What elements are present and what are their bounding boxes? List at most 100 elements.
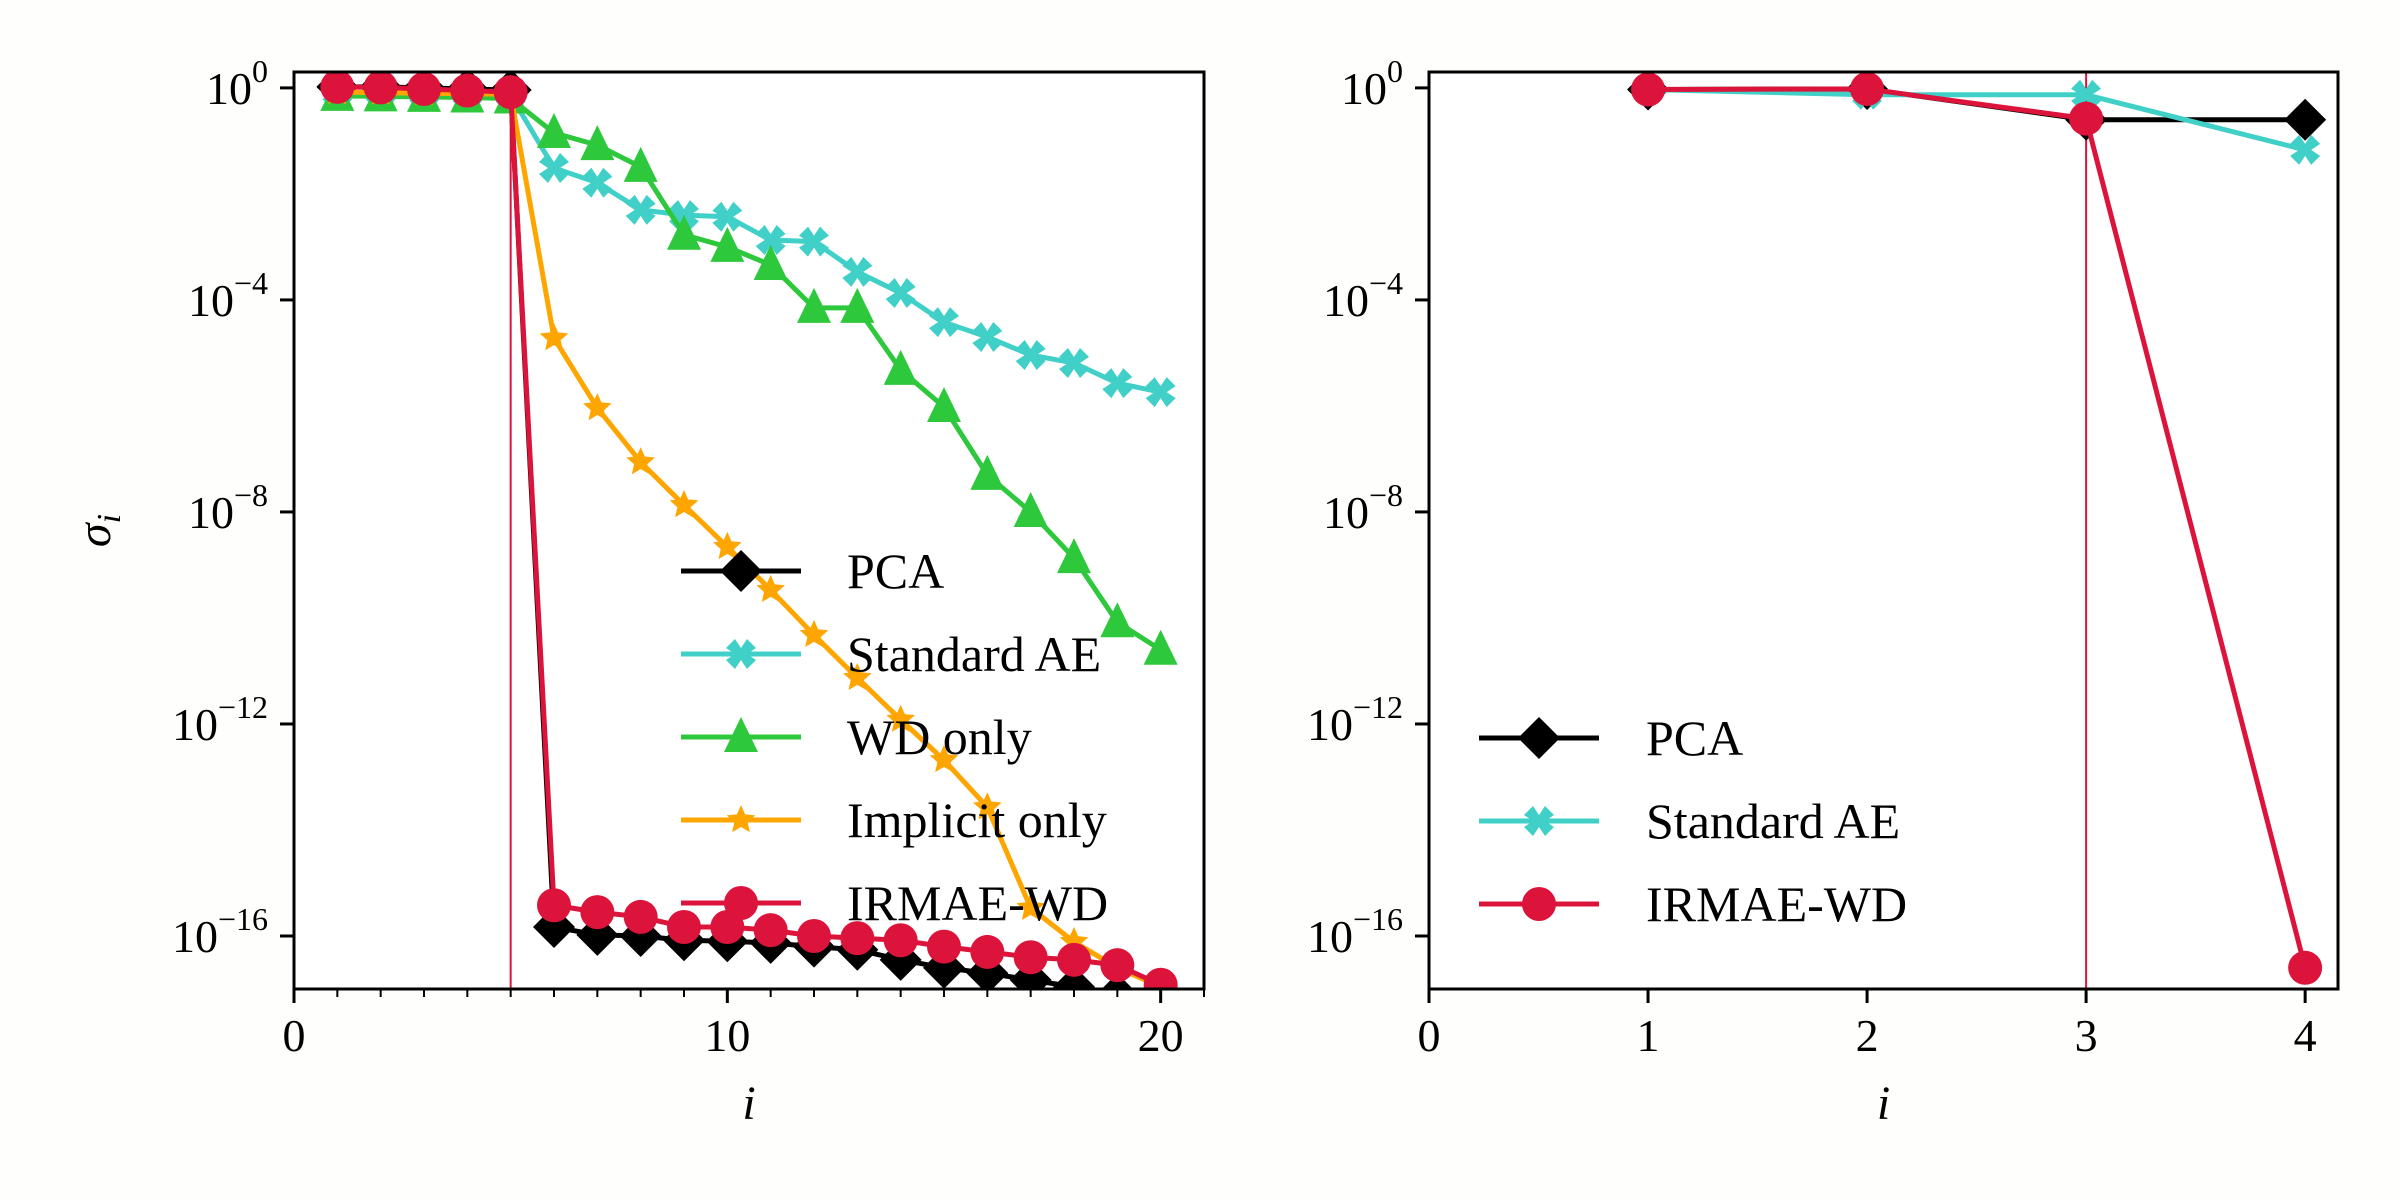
data-point-standard-ae <box>799 226 829 257</box>
data-point-irmae-wd <box>537 888 571 923</box>
data-point-pca <box>1053 965 1095 989</box>
legend: PCA Standard AE IRMAE-WD <box>1479 710 1907 932</box>
legend-item-pca: PCA <box>681 543 944 599</box>
data-point-wd-only <box>667 214 701 250</box>
data-point-irmae-wd <box>580 895 615 930</box>
data-point-irmae-wd <box>970 934 1005 969</box>
legend-marker-diamond-icon <box>1518 717 1560 759</box>
legend-label: Implicit only <box>847 792 1107 848</box>
data-point-wd-only <box>1013 491 1048 527</box>
data-point-standard-ae <box>929 307 959 338</box>
x-tick-label: 0 <box>1418 1010 1441 1061</box>
data-point-implicit-only <box>626 447 655 475</box>
data-point-standard-ae <box>582 167 613 198</box>
data-point-wd-only <box>970 454 1005 490</box>
y-tick-label: 10−12 <box>1307 689 1403 750</box>
data-point-standard-ae <box>755 225 786 256</box>
legend-marker-circle-icon <box>724 886 758 920</box>
data-point-irmae-wd <box>363 72 398 105</box>
data-point-irmae-wd <box>407 72 441 106</box>
data-point-implicit-only <box>539 323 569 351</box>
data-point-standard-ae <box>2071 79 2102 110</box>
data-point-standard-ae <box>842 256 873 287</box>
data-point-standard-ae <box>2290 134 2321 165</box>
legend-item-pca: PCA <box>1479 710 1743 766</box>
x-tick-label: 10 <box>704 1010 750 1061</box>
legend-marker-star-icon <box>726 805 756 833</box>
x-axis-label: i <box>742 1077 755 1130</box>
axes-frame <box>292 70 1206 991</box>
data-point-standard-ae <box>1102 368 1133 399</box>
data-point-wd-only <box>883 349 918 385</box>
data-point-irmae-wd <box>2288 950 2323 985</box>
legend-item-irmae-wd: IRMAE-WD <box>1479 876 1907 932</box>
data-point-wd-only <box>753 244 788 280</box>
legend-marker-triangle-icon <box>724 717 758 752</box>
data-point-implicit-only <box>713 531 742 560</box>
data-point-standard-ae <box>712 201 743 232</box>
legend-item-irmae-wd: IRMAE-WD <box>681 875 1108 931</box>
x-axis-label: i <box>1877 1077 1890 1130</box>
data-point-pca <box>966 952 1009 989</box>
right-subplot: 0 1 2 3 4 100 10−4 10−8 10−12 10−16 i PCA Standard A… <box>1307 53 2340 1130</box>
x-tick-label: 3 <box>2075 1010 2098 1061</box>
data-point-irmae-wd <box>883 923 918 958</box>
y-tick-label: 10−12 <box>172 689 268 750</box>
series-line-standard-ae <box>1647 86 2306 153</box>
axes-frame <box>1427 70 2340 991</box>
data-point-wd-only <box>797 287 831 323</box>
legend-item-implicit-only: Implicit only <box>681 792 1107 848</box>
y-tick-label: 100 <box>1341 53 1403 114</box>
legend-label: Standard AE <box>847 626 1101 682</box>
data-point-irmae-wd <box>840 921 875 956</box>
y-tick-label: 10−16 <box>172 901 268 962</box>
data-point-implicit-only <box>799 619 829 648</box>
data-point-irmae-wd <box>1631 72 1666 107</box>
legend-item-standard-ae: Standard AE <box>1479 793 1900 849</box>
y-tick-label: 10−16 <box>1307 901 1403 962</box>
data-point-implicit-only <box>886 704 915 732</box>
data-point-standard-ae <box>539 152 569 183</box>
data-point-standard-ae <box>1059 348 1089 379</box>
data-point-implicit-only <box>973 792 1002 820</box>
data-point-standard-ae <box>625 194 656 225</box>
data-point-irmae-wd <box>927 929 961 964</box>
data-point-irmae-wd <box>1013 940 1048 975</box>
data-point-irmae-wd <box>753 913 788 948</box>
legend-item-wd-only: WD only <box>681 709 1032 765</box>
y-tick-label: 100 <box>206 53 268 114</box>
data-point-pca <box>2284 98 2327 141</box>
series-group <box>316 72 1178 989</box>
data-point-irmae-wd <box>1100 948 1135 983</box>
legend-label: IRMAE-WD <box>847 875 1108 931</box>
legend-item-standard-ae: Standard AE <box>681 626 1101 682</box>
data-point-standard-ae <box>1145 377 1176 408</box>
data-point-standard-ae <box>972 322 1003 353</box>
legend-marker-circle-icon <box>1522 887 1556 921</box>
data-point-wd-only <box>927 386 961 422</box>
legend-marker-x-icon <box>1524 806 1554 836</box>
legend: PCA Standard AE WD only Implicit only IRMAE-… <box>681 543 1108 931</box>
y-tick-label: 10−4 <box>188 265 268 326</box>
plot-area <box>1429 72 2338 989</box>
legend-marker-x-icon <box>726 639 756 669</box>
left-subplot: 0 10 20 100 10−4 10−8 10−12 10−16 i σi PCA Standard… <box>68 53 1206 1130</box>
y-tick-label: 10−8 <box>188 477 268 538</box>
data-point-irmae-wd <box>1143 967 1178 989</box>
legend-label: PCA <box>1646 710 1743 766</box>
x-tick-label: 2 <box>1856 1010 1879 1061</box>
series-line-irmae-wd <box>1648 86 2308 969</box>
y-tick-label: 10−4 <box>1323 265 1403 326</box>
data-point-wd-only <box>840 287 875 323</box>
plot-area <box>294 72 1204 989</box>
data-point-implicit-only <box>669 490 699 518</box>
legend-label: WD only <box>847 709 1032 765</box>
data-point-irmae-wd <box>1057 942 1091 977</box>
data-point-irmae-wd <box>667 909 701 944</box>
legend-label: PCA <box>847 543 944 599</box>
data-point-implicit-only <box>756 574 785 603</box>
data-point-irmae-wd <box>623 899 658 934</box>
data-point-irmae-wd <box>2069 101 2104 136</box>
series-group <box>1627 72 2327 985</box>
